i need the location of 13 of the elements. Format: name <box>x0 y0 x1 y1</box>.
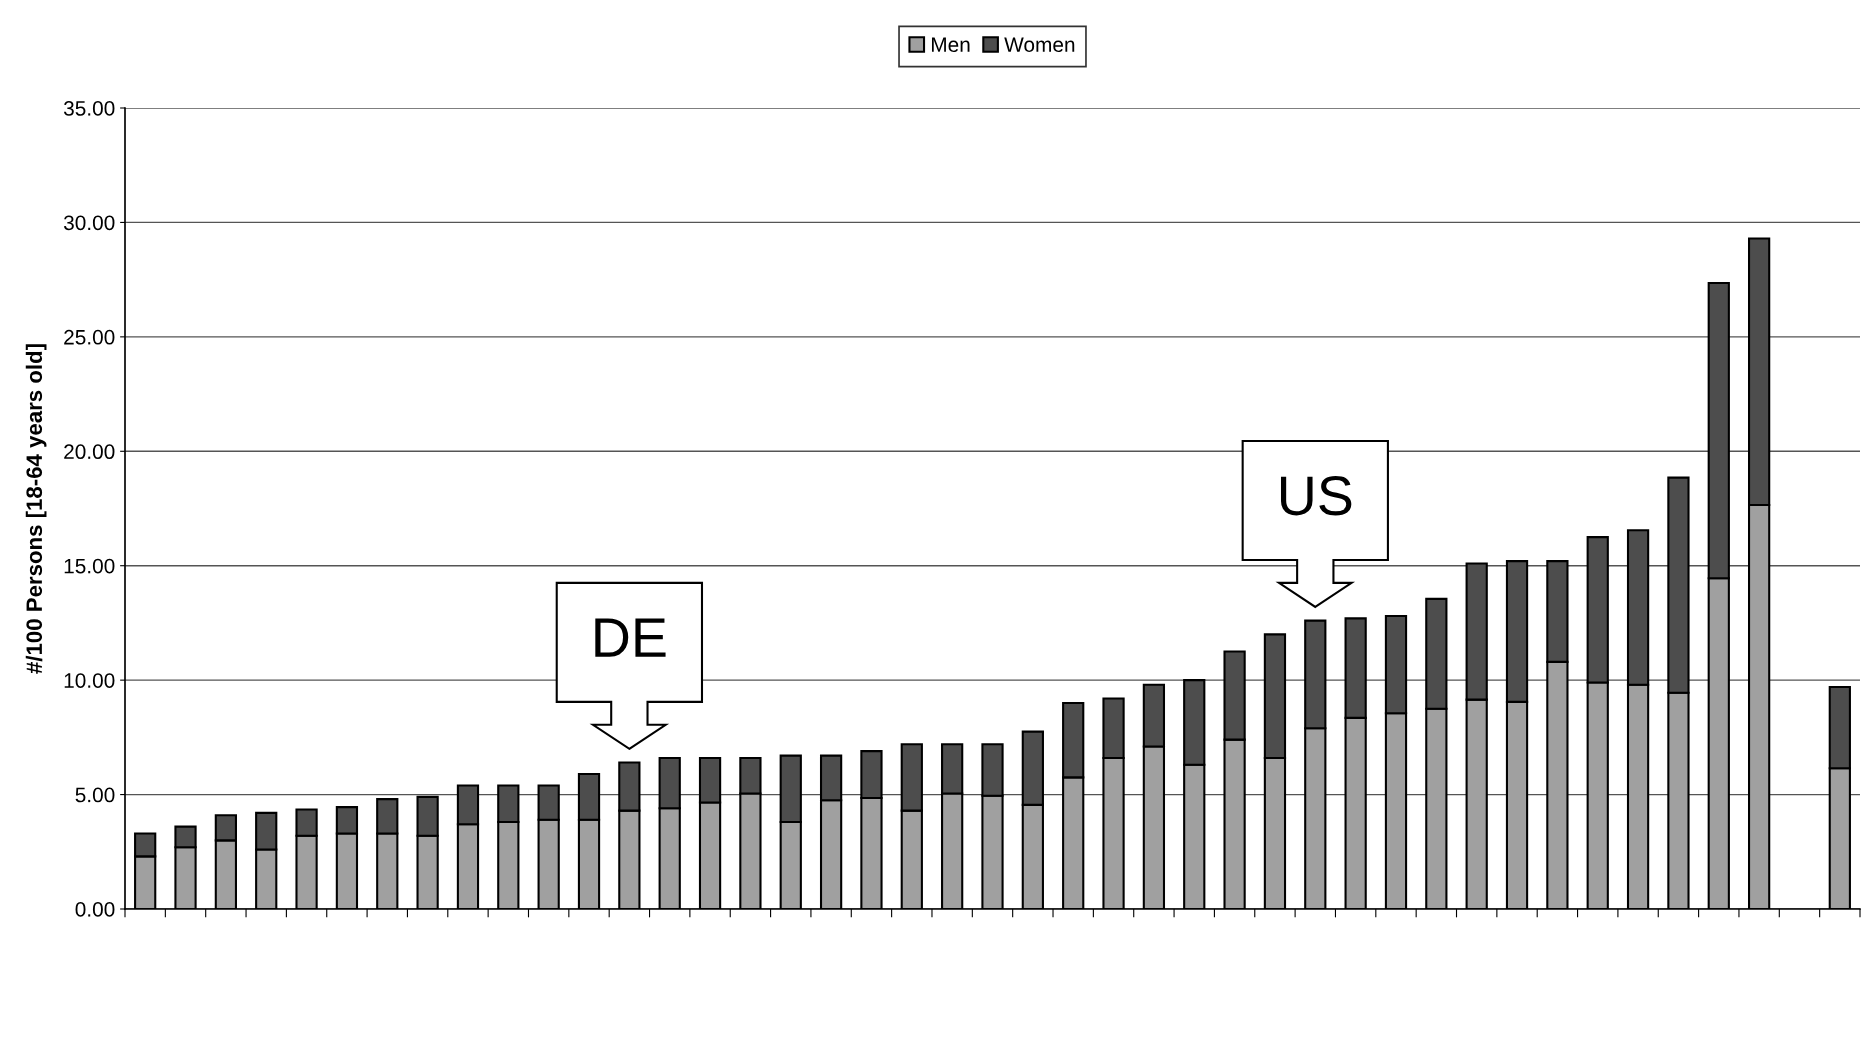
y-axis-title: #/100 Persons [18-64 years old] <box>25 344 47 674</box>
annotation: DE <box>595 618 666 657</box>
y-tick-label: 5.00 <box>75 787 115 803</box>
annotation: US <box>1280 476 1352 516</box>
y-tick-label: 0.00 <box>75 902 115 917</box>
legend-label: Women <box>1004 37 1075 53</box>
y-tick-label: 30.00 <box>63 215 115 231</box>
legend-label: Men <box>931 37 970 53</box>
y-tick-label: 25.00 <box>64 329 115 345</box>
y-tick-label: 20.00 <box>64 444 115 460</box>
y-tick-label: 35.00 <box>63 101 115 116</box>
y-tick-label: 15.00 <box>64 558 115 574</box>
y-tick-label: 10.00 <box>64 673 115 688</box>
